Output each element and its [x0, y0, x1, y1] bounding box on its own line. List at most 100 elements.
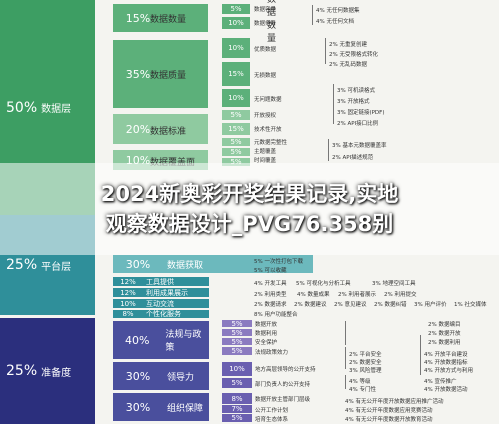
level3-pct: 5%	[231, 319, 243, 328]
level2-pct: 30%	[125, 257, 151, 271]
level2-name: 利用成果展示	[146, 288, 188, 297]
level4-label: 2% 利用类型	[254, 292, 287, 298]
level4-label: 5% 可视化与分析工具	[296, 281, 351, 287]
level4-label: 4% 开放数据活动	[424, 387, 468, 393]
level2-pct: 12%	[120, 288, 136, 297]
level3-item: 5%	[222, 328, 252, 337]
level3-pct: 5%	[231, 347, 243, 355]
level4-label: 4% 无任何文档	[316, 19, 354, 25]
level4-label: 4% 专门性	[349, 387, 376, 393]
level3-pct: 5%	[231, 379, 243, 387]
level2-name: 领导力	[167, 372, 195, 383]
level3-label: 数据开放主管部门层级	[255, 397, 311, 403]
level2-item: 20%	[113, 114, 208, 144]
level2-item: 8% 个性化服务	[113, 310, 209, 318]
level2-label: 数据标准	[150, 127, 187, 137]
level2-pct: 30%	[125, 369, 151, 383]
level3-pct: 10%	[228, 19, 244, 27]
level2-label: 数据数量	[150, 15, 187, 25]
level3-pct: 5%	[230, 158, 242, 166]
level3-item: 5%	[222, 138, 250, 146]
level3-label: 元数据完整性	[254, 140, 288, 146]
level4-label: 2% 无受限格式转化	[329, 52, 378, 58]
level2-item: 30% 领导力	[113, 362, 209, 390]
level3-item: 8%	[222, 393, 252, 404]
level4-label: 5% 一次性打包下载	[254, 259, 303, 265]
level3-pct: 5%	[230, 148, 242, 156]
level2-name: 工具提供	[146, 277, 174, 286]
level3-label: 时间覆盖	[254, 158, 277, 164]
level3-label: 数据开放	[255, 322, 278, 328]
level3-item: 10%	[222, 38, 250, 58]
level4-label: 4% 无任何数据集	[316, 8, 360, 14]
level3-item: 10%	[222, 89, 250, 107]
level3-label: 法规政策效力	[255, 350, 289, 356]
bracket-line	[345, 347, 346, 369]
level4-label: 3% 地理空间工具	[372, 281, 416, 287]
level3-pct: 7%	[231, 405, 243, 413]
level3-item: 5%	[222, 148, 250, 156]
level4-label: 2% 意见建议	[334, 302, 367, 308]
level1-pct: 25%	[6, 363, 38, 379]
level4-label: 2% 利用者展示	[338, 292, 376, 298]
level4-label: 4% 开放数据指标	[424, 360, 468, 366]
level2-name: 法规与政策	[165, 330, 202, 353]
level2-pct: 8%	[122, 310, 134, 318]
level3-label: 数据条目	[254, 21, 277, 27]
level3-label: 无问题数据	[254, 97, 282, 103]
level4-label: 2% 无乱码数据	[329, 62, 367, 68]
level1-name: 数据层	[41, 104, 72, 115]
level4-label: 8% 用户功能整合	[254, 312, 298, 318]
level1-pct: 50%	[6, 99, 38, 116]
level3-label: 无损数据	[254, 73, 277, 79]
level1-pct: 25%	[6, 257, 38, 273]
level4-label: 2% 数据请求	[254, 302, 287, 308]
level3-item: 5%	[222, 414, 252, 422]
level4-label: 5% 可以收藏	[254, 268, 287, 274]
level2-label: 数据质量	[150, 71, 187, 81]
level1-name: 平台层	[41, 261, 72, 273]
level3-item: 5%	[222, 110, 250, 120]
level3-pct: 5%	[231, 337, 243, 346]
level4-label: 2% API描述规范	[332, 155, 374, 161]
level2-item: 30% 组织保障	[113, 393, 209, 421]
level4-label: 3% 风险管理	[349, 368, 382, 374]
level3-label: 技术性开放	[254, 127, 282, 133]
level4-label: 4% 有无公开年度数据应用竞赛活动	[345, 408, 433, 414]
level3-pct: 15%	[228, 70, 244, 78]
level4-label: 4% 数量成果	[297, 292, 330, 298]
level2-pct: 35%	[125, 67, 151, 81]
level3-pct: 15%	[228, 125, 244, 133]
level2-name: 数据获取	[167, 260, 204, 271]
level4-label: 4% 开放方式与利用	[424, 368, 473, 374]
level3-pct: 10%	[228, 44, 244, 52]
level3-item: 15%	[222, 62, 250, 86]
level2-pct: 40%	[124, 333, 150, 347]
level3-pct: 5%	[231, 328, 243, 337]
bracket-line	[345, 375, 346, 389]
level2-item: 40% 法规与政策	[113, 321, 209, 359]
level4-label: 4% 有无公开年度数据开放教育活动	[345, 417, 433, 423]
level3-item: 5%	[222, 337, 252, 346]
level2-item: 30% 数据获取	[113, 255, 313, 273]
level3-label: 公开工作计划	[255, 408, 289, 414]
level4-label: 2% 利用提交	[384, 292, 417, 298]
level3-label: 开放授权	[254, 113, 277, 119]
level4-label: 2% 数据编目	[428, 322, 461, 328]
level2-pct: 12%	[120, 277, 136, 286]
level3-label: 地方高层领导的公开支持	[255, 367, 316, 373]
banner-line-1: 2024新奥彩开奖结果记录,实地	[100, 182, 399, 206]
level3-pct: 10%	[228, 94, 244, 102]
level2-name: 互动交流	[146, 299, 174, 308]
level3-item: 10%	[222, 17, 250, 29]
level3-label: 安全保护	[255, 340, 278, 346]
bracket-line	[325, 38, 326, 64]
level2-pct: 30%	[125, 400, 151, 414]
level4-label: 4% 等级	[349, 379, 371, 385]
overlay-title-banner: 2024新奥彩开奖结果记录,实地 观察数据设计_PVG76.358别	[0, 163, 499, 255]
bracket-line	[345, 321, 346, 345]
level2-pct: 15%	[125, 11, 151, 25]
level3-label: 主题覆盖	[254, 149, 277, 155]
level4-label: 1% 社交媒体	[454, 302, 487, 308]
